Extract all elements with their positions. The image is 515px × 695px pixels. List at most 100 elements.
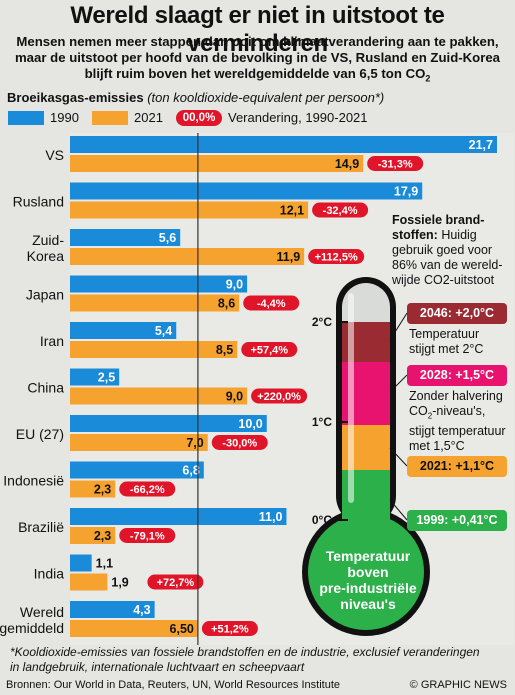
bar-2021 <box>70 434 208 451</box>
value-label-2021: 8,6 <box>218 297 235 311</box>
change-pill <box>243 295 300 311</box>
change-label: +51,2% <box>211 624 249 636</box>
category-label: EU (27) <box>16 426 64 442</box>
change-pill <box>312 202 369 218</box>
fossil-line-4: wijde CO2-uitstoot <box>392 273 495 287</box>
bar-2021 <box>70 527 116 544</box>
thermometer-scale-label: 0°C <box>312 513 332 527</box>
fossil-line-1: Huidig <box>441 228 477 242</box>
change-label: -79,1% <box>130 531 165 543</box>
bar-2021 <box>70 341 238 358</box>
bar-2021 <box>70 201 309 219</box>
category-label: China <box>27 380 64 396</box>
value-label-2021: 11,9 <box>277 250 301 264</box>
callout-2028-text: Zonder halvering CO2-niveau's, stijgt te… <box>409 389 506 453</box>
subtitle-line-2: maar de uitstoot per hoofd van de bevolk… <box>14 50 501 65</box>
bar-2021 <box>70 155 364 172</box>
category-label: Iran <box>40 333 64 349</box>
value-label-1990: 5,4 <box>155 324 172 338</box>
source-text: Bronnen: Our World in Data, Reuters, UN,… <box>6 679 341 691</box>
change-label: +57,4% <box>250 345 288 357</box>
footnote: *Kooldioxide-emissies van fossiele brand… <box>10 645 480 674</box>
change-pill <box>147 574 204 590</box>
change-label: +220,0% <box>257 391 301 403</box>
page-title: Wereld slaagt er niet in uitstoot te ver… <box>70 2 445 57</box>
callout-connector <box>389 447 408 467</box>
value-label-2021: 14,9 <box>335 157 359 171</box>
bar-2021 <box>70 480 116 498</box>
value-label-2021: 7,0 <box>186 436 203 450</box>
category-label: Korea <box>27 248 65 264</box>
bar-1990 <box>70 275 248 293</box>
callout-2046: 2046: +2,0°C <box>407 303 507 324</box>
value-label-1990: 5,6 <box>159 231 176 245</box>
change-pill <box>251 388 308 404</box>
bulb-text: Temperatuur boven pre-industriële niveau… <box>319 548 417 612</box>
change-pill <box>211 435 268 450</box>
change-label: -66,2% <box>130 484 165 496</box>
category-label: India <box>34 566 65 582</box>
bar-1990 <box>70 508 287 525</box>
thermometer-scale-label: 1°C <box>312 415 332 429</box>
legend-swatch-1990 <box>8 111 44 125</box>
value-label-1990: 11,0 <box>259 510 283 524</box>
bar-1990 <box>70 554 92 572</box>
thermometer-scale-label: 2°C <box>312 315 332 329</box>
value-label-2021: 2,3 <box>94 529 111 543</box>
bar-1990 <box>70 601 155 618</box>
page-subtitle: Mensen nemen meer stappen dan ooit om kl… <box>4 34 511 87</box>
value-label-2021: 9,0 <box>226 390 243 404</box>
change-label: +112,5% <box>315 252 358 264</box>
callout-connector <box>389 374 408 393</box>
category-label: gemiddeld <box>0 620 64 636</box>
value-label-1990: 2,5 <box>98 371 115 385</box>
bar-1990 <box>70 461 204 479</box>
bar-1990 <box>70 368 120 386</box>
value-label-1990: 9,0 <box>226 278 243 292</box>
value-label-1990: 4,3 <box>133 603 150 617</box>
bar-2021 <box>70 248 305 265</box>
bar-1990 <box>70 136 497 153</box>
bar-2021 <box>70 620 198 637</box>
bar-2021 <box>70 573 108 591</box>
category-label: Zuid- <box>32 232 64 248</box>
change-label: -32,4% <box>323 205 358 217</box>
legend-change-pill: 00,0% <box>176 110 222 126</box>
thermometer-graphic: 2°C 1°C 0°C <box>302 277 430 636</box>
legend-change-label: Verandering, 1990-2021 <box>228 110 368 125</box>
credit-text: © GRAPHIC NEWS <box>409 679 507 691</box>
fossil-fuels-note: Fossiele brand- stoffen: Huidig gebruik … <box>392 213 512 288</box>
bar-1990 <box>70 229 181 246</box>
bar-2021 <box>70 294 240 312</box>
change-pill <box>308 249 365 264</box>
change-label: -30,0% <box>222 438 257 450</box>
change-pill <box>119 528 176 543</box>
category-label: Japan <box>26 287 64 303</box>
callout-2021: 2021: +1,1°C <box>407 456 507 477</box>
callout-2028: 2028: +1,5°C <box>407 365 507 386</box>
category-label: Wereld <box>20 604 64 620</box>
bar-1990 <box>70 415 267 432</box>
change-pill <box>241 342 298 357</box>
section-title-unit: (ton kooldioxide-equivalent per persoon*… <box>147 90 385 105</box>
category-label: Brazilië <box>18 519 64 535</box>
bar-2021 <box>70 387 248 405</box>
value-label-2021: 6,50 <box>170 622 194 636</box>
bar-1990 <box>70 322 177 339</box>
callout-connector <box>389 499 408 521</box>
change-label: -4,4% <box>257 298 286 310</box>
category-label: Indonesië <box>3 473 64 489</box>
callout-connector <box>389 312 408 341</box>
value-label-2021: 12,1 <box>280 204 304 218</box>
subtitle-line-1: Mensen nemen meer stappen dan ooit om kl… <box>16 34 499 49</box>
fossil-line-3: 86% van de wereld- <box>392 258 503 272</box>
thermometer-bulb <box>308 514 424 630</box>
value-label-2021: 2,3 <box>94 483 111 497</box>
value-label-2021: 8,5 <box>216 343 233 357</box>
callout-2046-text: Temperatuur stijgt met 2°C <box>409 327 484 356</box>
value-label-1990: 6,8 <box>182 464 199 478</box>
value-label-1990: 17,9 <box>394 185 418 199</box>
legend-swatch-2021 <box>92 111 128 125</box>
fossil-heading-2: stoffen: <box>392 228 438 242</box>
